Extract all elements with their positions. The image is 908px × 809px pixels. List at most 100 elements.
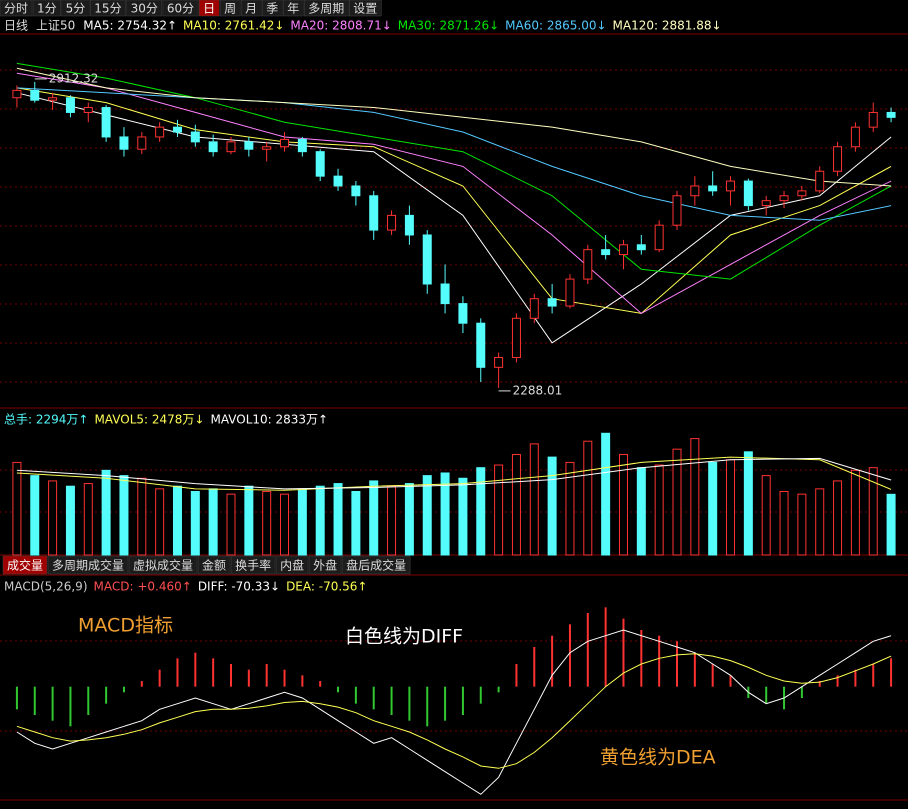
line-series: [16, 87, 892, 314]
tab-label[interactable]: 盘后成交量: [346, 558, 406, 573]
line-series: [16, 629, 892, 795]
candle-body: [351, 185, 361, 197]
volume-bar: [226, 493, 236, 556]
volume-bar: [172, 485, 182, 556]
candle-body: [601, 249, 611, 256]
volume-bar: [280, 493, 290, 556]
volume-bar: [458, 477, 468, 556]
tab-bg[interactable]: [240, 0, 262, 17]
volume-bar: [190, 491, 200, 556]
tab-bg[interactable]: [61, 0, 90, 17]
tab-label[interactable]: 内盘: [280, 558, 304, 573]
line-series: [16, 67, 892, 187]
volume-bar: [618, 453, 628, 556]
tab-bg[interactable]: [32, 0, 61, 17]
tab-bg[interactable]: [126, 0, 163, 17]
annotation: 黄色线为DEA: [600, 747, 716, 769]
candle-body: [850, 126, 860, 148]
tab-label[interactable]: 多周期成交量: [52, 558, 124, 573]
volume-bar: [137, 477, 147, 556]
legend-item: MA120: 2881.88↓: [613, 19, 722, 33]
volume-bar: [422, 475, 432, 556]
tab-bg[interactable]: [348, 0, 382, 17]
tab-label[interactable]: 季: [266, 2, 278, 16]
tab-label[interactable]: 15分: [94, 2, 121, 16]
tab-bg[interactable]: [2, 555, 48, 575]
tab-bg[interactable]: [282, 0, 304, 17]
tab-bg[interactable]: [197, 555, 231, 575]
tab-bg[interactable]: [0, 0, 33, 17]
tab-bg[interactable]: [275, 555, 309, 575]
tab-label[interactable]: 30分: [131, 2, 158, 16]
candle-body: [618, 244, 628, 256]
candle-body: [636, 244, 646, 251]
candle-body: [529, 298, 539, 319]
tab-label[interactable]: 外盘: [313, 558, 337, 573]
volume-bar: [208, 488, 218, 556]
tab-bg[interactable]: [303, 0, 349, 17]
tab-label[interactable]: 多周期: [308, 2, 344, 16]
tab-bg[interactable]: [90, 0, 126, 17]
tab-bg[interactable]: [341, 555, 411, 575]
candle-body: [387, 214, 397, 231]
tab-label[interactable]: 设置: [353, 2, 377, 16]
volume-bar: [101, 469, 111, 556]
volume-bar: [868, 467, 878, 556]
tab-label[interactable]: 换手率: [235, 558, 271, 573]
candle-body: [511, 317, 521, 359]
tab-label[interactable]: 成交量: [7, 558, 43, 573]
tab-bg[interactable]: [128, 555, 198, 575]
extreme-label: 2288.01: [513, 383, 563, 397]
candle-body: [12, 89, 22, 99]
candle-body: [708, 185, 718, 192]
tab-label[interactable]: 5分: [66, 2, 86, 16]
volume-bar: [155, 488, 165, 556]
tab-bg[interactable]: [261, 0, 283, 17]
tab-bg[interactable]: [47, 555, 129, 575]
line-series: [16, 87, 892, 221]
volume-bar: [476, 467, 486, 556]
candle-body: [440, 283, 450, 305]
volume-bar: [743, 451, 753, 556]
line-series: [16, 653, 892, 769]
tab-label[interactable]: 月: [245, 2, 257, 16]
tab-label[interactable]: 日: [203, 2, 215, 16]
tab-bg[interactable]: [162, 0, 199, 17]
tab-label[interactable]: 周: [224, 2, 236, 16]
candle-body: [262, 146, 272, 150]
tab-label[interactable]: 虚拟成交量: [133, 558, 193, 573]
tab-label[interactable]: 分时: [4, 2, 28, 16]
tab-bg[interactable]: [308, 555, 342, 575]
volume-bar: [797, 493, 807, 556]
candle-body: [333, 175, 343, 187]
volume-bar: [333, 483, 343, 556]
line-series: [16, 456, 892, 491]
candle-body: [315, 151, 325, 177]
candle-body: [583, 249, 593, 280]
volume-bar: [30, 475, 40, 556]
candle-body: [244, 141, 254, 150]
candle-body: [815, 170, 825, 192]
tab-label[interactable]: 60分: [167, 2, 194, 16]
volume-bar: [547, 456, 557, 556]
volume-bar: [119, 475, 129, 556]
legend-item: DEA: -70.56↑: [286, 580, 367, 594]
tab-label[interactable]: 金额: [202, 558, 226, 573]
tab-label[interactable]: 年: [287, 2, 299, 16]
tab-label[interactable]: 1分: [37, 2, 57, 16]
candle-body: [690, 185, 700, 197]
candle-body: [547, 298, 557, 307]
candle-body: [190, 131, 200, 143]
tab-bg[interactable]: [230, 555, 276, 575]
volume-bar: [511, 453, 521, 556]
volume-bar: [404, 483, 414, 556]
tab-bg[interactable]: [198, 0, 220, 17]
volume-bar: [369, 480, 379, 556]
volume-bar: [601, 432, 611, 556]
tab-bg[interactable]: [219, 0, 241, 17]
info-label: 上证50: [36, 19, 75, 33]
volume-bar: [440, 472, 450, 556]
candle-body: [297, 138, 307, 153]
volume-bar: [351, 491, 361, 556]
